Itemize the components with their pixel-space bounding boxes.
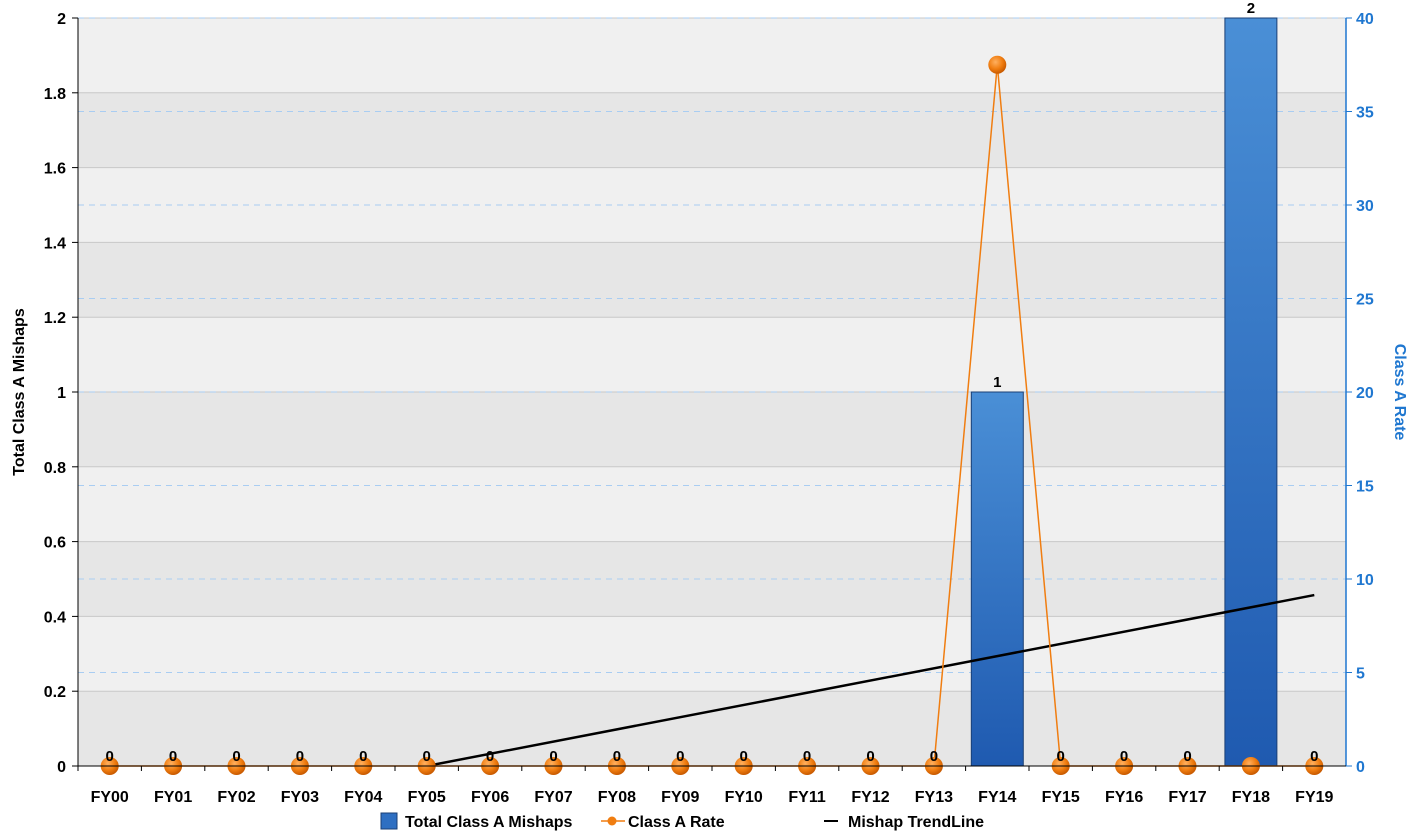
y-tick-label: 1.6 — [44, 161, 66, 178]
bar-value-label: 0 — [740, 748, 748, 765]
x-tick-label: FY06 — [471, 789, 509, 806]
bar-value-label: 0 — [1310, 748, 1318, 765]
x-tick-label: FY07 — [534, 789, 572, 806]
y2-tick-label: 5 — [1356, 666, 1365, 683]
left-axis-ticks: 0 0.2 0.4 0.6 0.8 1 1.2 1.4 1.6 1.8 2 — [44, 11, 78, 776]
x-tick-label: FY19 — [1295, 789, 1333, 806]
bar-value-label: 0 — [803, 748, 811, 765]
bar-value-label: 0 — [359, 748, 367, 765]
bar — [1224, 17, 1278, 767]
rate-marker — [988, 55, 1007, 74]
plot-band — [78, 691, 1346, 766]
plot-band — [78, 616, 1346, 692]
trendline — [426, 593, 1315, 768]
plot-band — [78, 18, 1346, 93]
plot-band — [78, 242, 1346, 318]
legend-item-mishaps[interactable]: Total Class A Mishaps — [380, 812, 573, 831]
y-tick-label: 1.2 — [44, 310, 66, 327]
bar-value-label: 0 — [676, 748, 684, 765]
y2-tick-label: 0 — [1356, 759, 1365, 776]
legend-label: Total Class A Mishaps — [405, 814, 573, 831]
bar-value-label: 0 — [232, 748, 240, 765]
plot-band — [78, 466, 1346, 542]
bar-value-label: 0 — [1183, 748, 1191, 765]
x-tick-label: FY05 — [408, 789, 446, 806]
legend-item-rate[interactable]: Class A Rate — [601, 814, 725, 831]
y-tick-label: 0.2 — [44, 684, 66, 701]
x-tick-label: FY13 — [915, 789, 953, 806]
y-tick-label: 2 — [57, 11, 66, 28]
bar-value-label: 2 — [1247, 0, 1255, 17]
y-tick-label: 1.4 — [44, 235, 66, 252]
legend-label: Mishap TrendLine — [848, 814, 984, 831]
x-tick-label: FY03 — [281, 789, 319, 806]
bar-value-label: 0 — [423, 748, 431, 765]
x-tick-label: FY10 — [725, 789, 763, 806]
x-tick-label: FY15 — [1042, 789, 1080, 806]
bar-value-label: 0 — [486, 748, 494, 765]
x-tick-label: FY08 — [598, 789, 636, 806]
bar-value-label: 0 — [930, 748, 938, 765]
x-axis-ticks: FY00 FY01 FY02 FY03 FY04 FY05 FY06 FY07 FY08 FY09… — [77, 766, 1334, 806]
y-tick-label: 0 — [57, 759, 66, 776]
y2-tick-label: 30 — [1356, 198, 1374, 215]
bar-value-label: 0 — [106, 748, 114, 765]
plot-band — [78, 317, 1346, 392]
legend-item-trendline[interactable]: Mishap TrendLine — [824, 814, 984, 831]
bar-value-label: 1 — [993, 374, 1001, 391]
legend-label: Class A Rate — [628, 814, 725, 831]
bar-series — [970, 17, 1278, 767]
bar-value-label: 0 — [866, 748, 874, 765]
y2-axis-title: Class A Rate — [1391, 344, 1408, 441]
data-labels: 0 0 0 0 0 0 0 0 0 0 0 0 0 0 1 0 0 0 2 0 — [106, 0, 1319, 765]
trendline-series — [426, 593, 1315, 768]
bar-value-label: 0 — [169, 748, 177, 765]
x-tick-label: FY01 — [154, 789, 192, 806]
plot-band — [78, 92, 1346, 168]
x-tick-label: FY12 — [851, 789, 889, 806]
x-tick-label: FY18 — [1232, 789, 1270, 806]
x-tick-label: FY09 — [661, 789, 699, 806]
legend-swatch-marker — [607, 816, 617, 826]
x-tick-label: FY02 — [217, 789, 255, 806]
legend: Total Class A Mishaps Class A Rate Misha… — [380, 812, 984, 831]
x-tick-label: FY04 — [344, 789, 382, 806]
y-tick-label: 0.4 — [44, 609, 66, 626]
y2-tick-label: 40 — [1356, 11, 1374, 28]
x-tick-label: FY11 — [788, 789, 825, 806]
y-tick-label: 1 — [57, 385, 66, 402]
y-tick-label: 0.6 — [44, 535, 66, 552]
right-axis-ticks: 0 5 10 15 20 25 30 35 40 — [1346, 11, 1374, 776]
x-tick-label: FY00 — [91, 789, 129, 806]
bar-value-label: 0 — [1057, 748, 1065, 765]
bar-value-label: 0 — [296, 748, 304, 765]
bar-value-label: 0 — [1120, 748, 1128, 765]
x-tick-label: FY16 — [1105, 789, 1143, 806]
bar-value-label: 0 — [549, 748, 557, 765]
y2-tick-label: 25 — [1356, 292, 1374, 309]
y2-tick-label: 20 — [1356, 385, 1374, 402]
bar — [970, 391, 1024, 767]
y-tick-label: 0.8 — [44, 460, 66, 477]
y-axis-title: Total Class A Mishaps — [11, 308, 28, 476]
plot-band — [78, 392, 1346, 467]
legend-swatch-bar — [380, 812, 398, 830]
y-tick-label: 1.8 — [44, 86, 66, 103]
y2-tick-label: 10 — [1356, 572, 1374, 589]
y2-tick-label: 15 — [1356, 479, 1374, 496]
x-tick-label: FY17 — [1168, 789, 1206, 806]
bar-value-label: 0 — [613, 748, 621, 765]
x-tick-label: FY14 — [978, 789, 1016, 806]
y2-tick-label: 35 — [1356, 105, 1374, 122]
